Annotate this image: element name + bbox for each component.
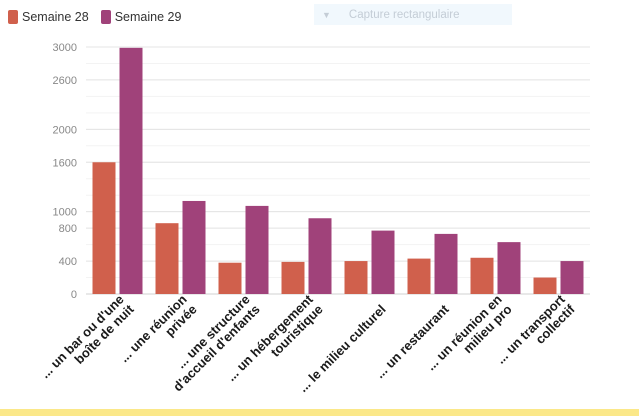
legend-swatch-semaine-28 xyxy=(8,10,18,24)
x-tick-label: ... un bar ou d'uneboîte de nuit xyxy=(37,291,137,391)
bar-semaine-29-5 xyxy=(434,233,458,294)
y-tick-label: 2600 xyxy=(53,75,77,87)
bar-semaine-28-7 xyxy=(533,277,557,294)
bar-semaine-28-1 xyxy=(155,223,179,294)
bar-semaine-28-0 xyxy=(92,162,116,294)
bar-semaine-28-4 xyxy=(344,261,368,294)
bar-semaine-29-4 xyxy=(371,230,395,294)
y-tick-label: 400 xyxy=(59,256,77,268)
legend-label-semaine-28: Semaine 28 xyxy=(22,10,89,24)
bottom-highlight-bar xyxy=(0,409,639,416)
bar-semaine-29-7 xyxy=(560,261,584,294)
capture-mode-dropdown[interactable]: ▼ Capture rectangulaire xyxy=(314,4,512,25)
dropdown-arrow-icon: ▼ xyxy=(322,9,331,20)
bar-semaine-29-3 xyxy=(308,218,332,294)
legend-swatch-semaine-29 xyxy=(100,10,111,24)
capture-mode-label: Capture rectangulaire xyxy=(348,8,460,21)
bar-semaine-29-0 xyxy=(119,47,143,294)
bar-semaine-28-6 xyxy=(470,257,494,294)
y-tick-label: 1600 xyxy=(53,157,77,169)
legend-item-semaine-28[interactable]: Semaine 28 xyxy=(8,10,89,24)
bar-semaine-28-3 xyxy=(281,261,305,294)
legend-label-semaine-29: Semaine 29 xyxy=(114,10,182,24)
x-tick-label-line: ... un bar ou d'une xyxy=(37,292,126,381)
y-tick-label: 0 xyxy=(71,289,77,301)
y-tick-label: 3000 xyxy=(53,42,77,54)
legend: Semaine 28 Semaine 29 xyxy=(8,8,181,26)
bar-semaine-29-6 xyxy=(497,242,521,294)
legend-item-semaine-29[interactable]: Semaine 29 xyxy=(100,10,182,24)
y-tick-label: 2000 xyxy=(53,124,77,136)
bar-semaine-29-1 xyxy=(182,200,206,294)
bar-semaine-28-5 xyxy=(407,258,431,294)
bar-semaine-29-2 xyxy=(245,205,269,294)
y-tick-label: 800 xyxy=(59,223,77,235)
bar-semaine-28-2 xyxy=(218,262,242,294)
y-tick-label: 1000 xyxy=(53,207,77,219)
